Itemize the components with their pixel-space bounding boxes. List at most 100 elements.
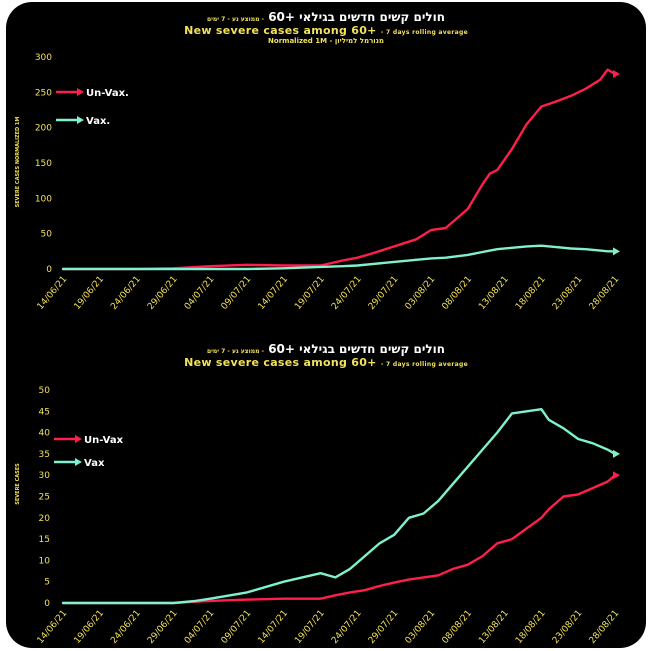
chart2-legend-label: Vax <box>84 458 105 469</box>
chart2-y-tick: 40 <box>39 429 51 439</box>
chart1-title-hebrew-main: חולים קשים חדשים בגילאי +60 <box>268 10 446 24</box>
chart2-x-tick: 14/06/21 <box>36 609 70 646</box>
chart2-data-point <box>349 591 351 594</box>
chart2-data-point <box>62 602 64 604</box>
chart2-title-hebrew-main: חולים קשים חדשים בגילאי +60 <box>268 342 446 356</box>
chart1-y-tick: 50 <box>41 230 53 240</box>
chart1-data-point <box>570 95 572 97</box>
chart1-series-un-vax-line <box>61 68 617 271</box>
chart2-data-point <box>511 538 513 540</box>
chart1-y-tick: 250 <box>35 88 52 98</box>
chart1-data-point <box>430 229 432 231</box>
chart2-y-tick: 10 <box>39 556 51 566</box>
chart2-data-point <box>525 410 528 413</box>
chart2-x-tick: 19/06/21 <box>72 609 106 646</box>
chart2-title: New severe cases among 60+ <box>184 356 377 369</box>
chart1-legend-label: Un-Vax. <box>86 88 129 99</box>
chart1-data-point <box>283 264 285 267</box>
chart2-data-point <box>562 427 565 430</box>
chart2-data-point <box>363 589 366 592</box>
chart2-data-point <box>467 465 469 468</box>
chart2-series-vax-line <box>61 407 617 605</box>
chart2-data-point <box>209 600 211 602</box>
chart2-y-tick: 15 <box>39 535 50 545</box>
chart1-data-point <box>599 78 602 81</box>
chart2-x-tick: 14/07/21 <box>256 609 290 646</box>
chart2-data-point <box>437 499 440 502</box>
chart2-data-point <box>209 597 211 600</box>
arrow-right-icon <box>77 88 84 96</box>
chart1-y-tick: 100 <box>35 194 52 204</box>
chart1-data-point <box>393 261 396 263</box>
chart1-x-tick: 23/08/21 <box>551 275 585 312</box>
chart2-data-point <box>614 474 616 476</box>
chart1-series-end-marker <box>613 69 620 78</box>
chart1-data-point <box>511 148 513 150</box>
chart1-data-point <box>444 227 447 229</box>
chart1-x-tick: 24/06/21 <box>109 275 143 312</box>
chart2-x-tick: 24/07/21 <box>330 609 364 646</box>
chart2-y-tick: 30 <box>39 471 51 481</box>
chart2-x-tick: 13/08/21 <box>477 609 511 646</box>
chart1-data-point <box>341 265 344 267</box>
chart1-x-tick: 24/07/21 <box>330 275 364 312</box>
chart1-data-point <box>555 246 557 248</box>
chart2-y-tick: 5 <box>44 578 50 588</box>
chart1-title: New severe cases among 60+ <box>184 24 377 37</box>
chart2-x-tick: 18/08/21 <box>514 609 548 646</box>
chart1-data-point <box>489 172 491 175</box>
chart1-y-tick: 150 <box>35 159 52 169</box>
chart1-plot: SEVERE CASES NORMALIZED 1M 0 50 100 150 200 25… <box>15 53 621 312</box>
chart2-data-point <box>283 597 285 600</box>
chart2-data-point <box>422 512 425 515</box>
chart2-legend-label: Un-Vax <box>84 435 124 446</box>
chart1-x-tick: 04/07/21 <box>183 275 217 312</box>
chart2-data-point <box>363 555 366 557</box>
chart2-data-point <box>437 574 440 577</box>
chart1-data-point <box>172 268 175 270</box>
chart2-data-point <box>135 602 138 604</box>
chart1-data-point <box>444 256 447 259</box>
chart2-data-point <box>562 495 565 498</box>
chart2-data-point <box>577 493 579 496</box>
chart2-title-english: New severe cases among 60+ - 7 days roll… <box>184 356 468 369</box>
chart2-x-tick: 19/07/21 <box>293 609 327 646</box>
chart2-y-tick: 20 <box>39 514 51 524</box>
chart2-x-tick: 23/08/21 <box>551 609 585 646</box>
chart2-data-point <box>511 412 513 415</box>
chart1-data-point <box>135 268 138 270</box>
chart1-subtitle: 7 days rolling average <box>386 29 468 36</box>
chart2-series-un-vax-line <box>61 473 617 605</box>
chart2-titles: חולים קשים חדשים בגילאי +60 - ממוצע נע -… <box>6 342 646 369</box>
chart2-data-point <box>378 542 381 545</box>
chart1-data-point <box>584 88 587 90</box>
chart1-data-point <box>415 259 418 261</box>
chart2-data-point <box>496 431 499 434</box>
chart2-data-point <box>614 453 616 455</box>
chart2-data-point <box>540 517 543 519</box>
chart2-data-point <box>393 581 396 584</box>
chart1-data-point <box>393 245 396 248</box>
chart2-data-point <box>481 448 484 451</box>
chart2-x-tick: 29/06/21 <box>146 609 180 646</box>
chart2-data-point <box>606 480 609 483</box>
chart1-title-hebrew: חולים קשים חדשים בגילאי +60 - ממוצע נע -… <box>206 10 446 24</box>
chart1-data-point <box>371 252 373 255</box>
chart1-x-tick: 29/07/21 <box>367 275 401 312</box>
chart1-series-vax-line <box>61 244 617 271</box>
chart2-data-point <box>319 597 322 600</box>
chart2-x-tick: 29/07/21 <box>367 609 401 646</box>
chart1-title-hebrew-sub: ממוצע נע - 7 ימים <box>206 16 260 23</box>
chart2-x-tick: 09/07/21 <box>220 609 254 646</box>
arrow-right-icon <box>75 458 82 466</box>
chart2-data-point <box>334 594 337 597</box>
chart2-data-point <box>606 448 609 451</box>
chart1-y-tick: 200 <box>35 124 52 134</box>
chart2-data-point <box>408 578 410 581</box>
chart2-data-point <box>481 555 484 557</box>
chart2-data-point <box>172 602 175 604</box>
chart2-data-point <box>467 563 469 566</box>
chart1-y-axis-label: SEVERE CASES NORMALIZED 1M <box>15 117 21 208</box>
chart1-data-point <box>606 250 609 253</box>
chart1-data-point <box>467 254 469 256</box>
